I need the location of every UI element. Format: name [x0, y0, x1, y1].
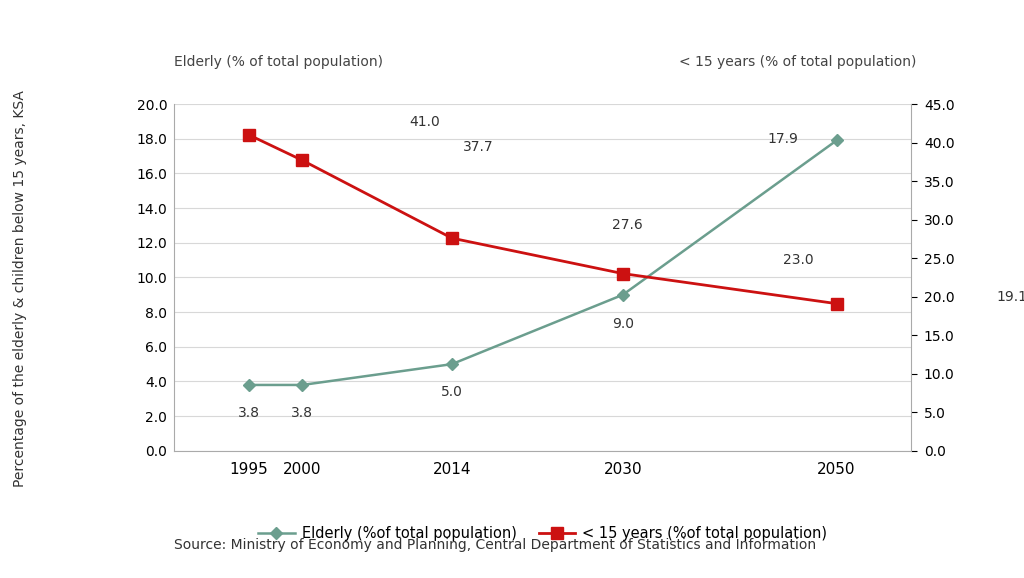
- Text: 9.0: 9.0: [612, 317, 634, 331]
- Text: 37.7: 37.7: [463, 140, 494, 154]
- Text: 19.1: 19.1: [996, 290, 1024, 303]
- < 15 years (%of total population): [296, 157, 308, 164]
- Elderly (%of total population): [445, 361, 458, 368]
- Text: 3.8: 3.8: [291, 406, 313, 420]
- < 15 years (%of total population): [616, 270, 629, 277]
- Text: 41.0: 41.0: [410, 114, 440, 129]
- Text: 17.9: 17.9: [768, 132, 799, 146]
- Elderly (%of total population): [296, 381, 308, 388]
- Line: < 15 years (%of total population): < 15 years (%of total population): [244, 129, 842, 309]
- Text: Elderly (% of total population): Elderly (% of total population): [174, 55, 383, 69]
- Elderly (%of total population): [243, 381, 255, 388]
- < 15 years (%of total population): [830, 300, 843, 307]
- Text: 3.8: 3.8: [238, 406, 260, 420]
- Text: Source: Ministry of Economy and Planning, Central Department of Statistics and I: Source: Ministry of Economy and Planning…: [174, 538, 816, 552]
- Line: Elderly (%of total population): Elderly (%of total population): [245, 136, 841, 389]
- Text: < 15 years (% of total population): < 15 years (% of total population): [679, 55, 916, 69]
- Text: 23.0: 23.0: [783, 253, 814, 268]
- Text: 5.0: 5.0: [441, 385, 463, 399]
- < 15 years (%of total population): [243, 131, 255, 138]
- Text: 27.6: 27.6: [612, 218, 643, 232]
- Elderly (%of total population): [616, 291, 629, 298]
- < 15 years (%of total population): [445, 235, 458, 242]
- Elderly (%of total population): [830, 137, 843, 144]
- Legend: Elderly (%of total population), < 15 years (%of total population): Elderly (%of total population), < 15 yea…: [252, 521, 834, 547]
- Text: Percentage of the elderly & children below 15 years, KSA: Percentage of the elderly & children bel…: [13, 91, 28, 487]
